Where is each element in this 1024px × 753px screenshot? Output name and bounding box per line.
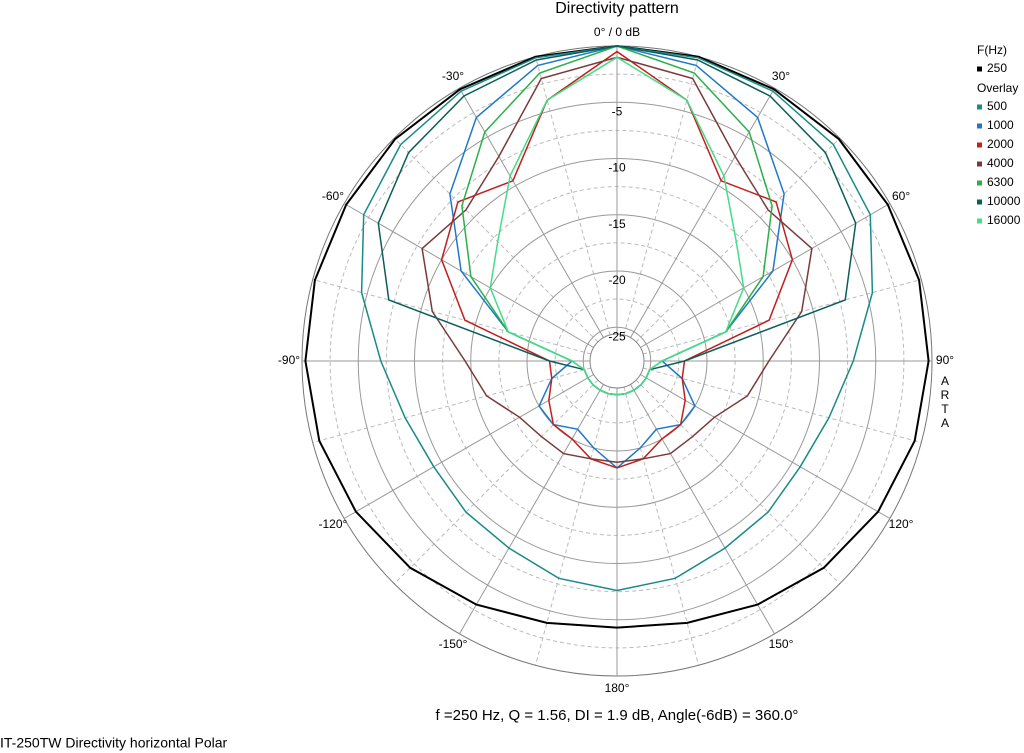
- legend-title: F(Hz): [977, 43, 1007, 57]
- minor-spoke: [393, 379, 599, 585]
- angle-label: -60°: [322, 189, 344, 203]
- r-tick-label: -25: [608, 329, 626, 343]
- angle-label: -150°: [439, 637, 468, 651]
- spoke: [343, 203, 594, 348]
- spoke: [630, 384, 775, 635]
- minor-spoke: [642, 278, 922, 355]
- minor-spoke: [534, 56, 611, 336]
- spoke: [640, 203, 891, 348]
- spoke: [459, 87, 604, 338]
- angle-label: 0° / 0 dB: [594, 25, 640, 39]
- floor-circle: [589, 333, 645, 389]
- minor-spoke: [623, 386, 700, 666]
- legend-swatch: [977, 180, 982, 186]
- legend-label: 500: [987, 99, 1007, 113]
- spoke: [343, 374, 594, 519]
- minor-spoke: [312, 278, 592, 355]
- chart-title: Directivity pattern: [555, 0, 679, 17]
- minor-spoke: [635, 379, 841, 585]
- angle-label: -90°: [278, 353, 300, 367]
- legend-label: 4000: [987, 156, 1014, 170]
- angle-label: -120°: [319, 517, 348, 531]
- minor-spoke: [623, 56, 700, 336]
- minor-spoke: [312, 367, 592, 444]
- legend-label: 6300: [987, 175, 1014, 189]
- spoke: [640, 374, 891, 519]
- legend-swatch: [977, 161, 982, 167]
- series-line: [440, 50, 794, 469]
- angle-label: 60°: [892, 189, 910, 203]
- r-tick-label: -10: [608, 161, 626, 175]
- legend-swatch: [977, 123, 982, 129]
- legend-label: 16000: [987, 213, 1021, 227]
- legend-label: 1000: [987, 118, 1014, 132]
- r-tick-label: -5: [612, 104, 623, 118]
- legend-group-label: Overlay: [977, 81, 1018, 95]
- angle-label: 150°: [769, 637, 794, 651]
- angle-label: 180°: [605, 681, 630, 695]
- legend-label: 2000: [987, 137, 1014, 151]
- legend-label: 10000: [987, 194, 1021, 208]
- series-line: [489, 56, 745, 396]
- r-tick-label: -15: [608, 217, 626, 231]
- legend-swatch: [977, 66, 982, 72]
- spoke: [630, 87, 775, 338]
- r-tick-label: -20: [608, 273, 626, 287]
- angle-label: -30°: [442, 69, 464, 83]
- minor-spoke: [393, 137, 599, 343]
- angle-label: 30°: [772, 69, 790, 83]
- spoke: [459, 384, 604, 635]
- angle-label: 120°: [889, 517, 914, 531]
- minor-spoke: [635, 137, 841, 343]
- legend-swatch: [977, 142, 982, 148]
- legend-label: 250: [987, 61, 1007, 75]
- legend-swatch: [977, 199, 982, 205]
- minor-spoke: [534, 386, 611, 666]
- side-label: ARTA: [938, 374, 952, 430]
- legend-swatch: [977, 218, 982, 224]
- caption: IT-250TW Directivity horizontal Polar: [0, 735, 228, 751]
- angle-label: 90°: [936, 353, 954, 367]
- minor-spoke: [642, 367, 922, 444]
- legend-swatch: [977, 104, 982, 110]
- stats: f =250 Hz, Q = 1.56, DI = 1.9 dB, Angle(…: [436, 707, 799, 724]
